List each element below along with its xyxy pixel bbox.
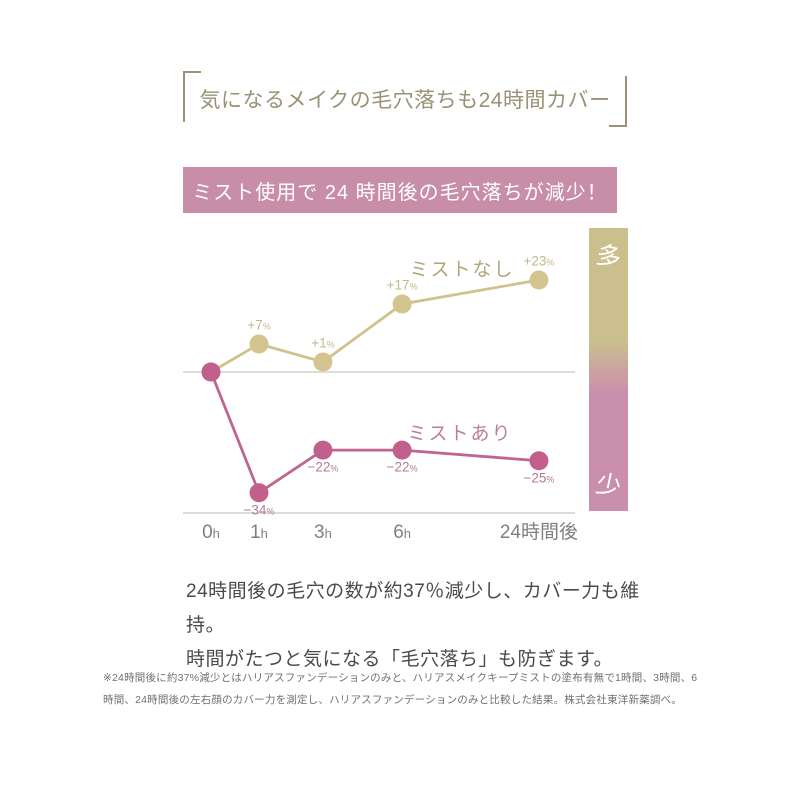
data-point-dot: [201, 362, 221, 382]
hour-unit: h: [324, 526, 332, 541]
hour-unit: h: [260, 526, 268, 541]
hour-unit: h: [403, 526, 412, 541]
line-chart: +7% +1% +17% +23% ミストなし −34% −22% −22% −25% ミストあり: [183, 230, 575, 518]
point-value-label: +7%: [247, 317, 271, 333]
amount-scale-bar: 多 少: [589, 228, 628, 511]
percent-sign: %: [546, 474, 555, 485]
x-axis-label: 1h: [250, 522, 268, 543]
percent-sign: %: [326, 339, 335, 350]
data-point-dot: [249, 483, 269, 503]
result-summary: 24時間後の毛穴の数が約37％減少し、カバー力も維持。 時間がたつと気になる「毛…: [186, 575, 646, 677]
point-value-label: +17%: [386, 277, 418, 293]
series-name-label: ミストなし: [409, 259, 515, 281]
data-point-dot: [529, 451, 549, 471]
bracket-top-left-icon: [183, 71, 201, 122]
page-title: 気になるメイクの毛穴落ちも24時間カバー: [199, 89, 611, 112]
percent-sign: %: [409, 463, 418, 474]
data-point-dot: [392, 440, 412, 460]
data-point-dot: [392, 294, 412, 314]
banner-headline: ミスト使用で 24 時間後の毛穴落ちが減少！: [183, 167, 617, 213]
point-value-label: −22%: [307, 459, 339, 475]
x-axis-label: 0h: [202, 522, 220, 543]
bracket-bottom-right-icon: [609, 76, 627, 127]
series-name-label: ミストあり: [407, 423, 513, 445]
percent-sign: %: [409, 281, 418, 292]
scale-low-label: 少: [592, 469, 624, 503]
result-line-2: 時間がたつと気になる「毛穴落ち」も防ぎます。: [186, 649, 614, 670]
data-point-dot: [313, 352, 333, 372]
percent-sign: %: [546, 257, 555, 268]
point-value-label: −25%: [523, 470, 555, 486]
data-point-dot: [529, 270, 549, 290]
data-point-dot: [313, 440, 333, 460]
footnote: ※24時間後に約37%減少とはハリアスファンデーションのみと、ハリアスメイクキー…: [103, 672, 698, 706]
data-point-dot: [249, 334, 269, 354]
point-value-label: +1%: [311, 335, 335, 351]
x-axis-label: 6h: [393, 522, 412, 543]
x-axis-label: 3h: [314, 522, 332, 543]
point-value-label: −34%: [243, 502, 275, 518]
x-axis-label: 24時間後: [499, 522, 578, 543]
point-value-label: +23%: [523, 253, 555, 269]
point-value-label: −22%: [386, 459, 418, 475]
chart-svg: [183, 270, 575, 514]
title-block: 気になるメイクの毛穴落ちも24時間カバー: [183, 71, 627, 127]
x-axis-labels: 0h 1h 3h 6h 24時間後: [183, 520, 578, 548]
hour-unit: h: [212, 526, 220, 541]
result-line-1: 24時間後の毛穴の数が約37％減少し、カバー力も維持。: [186, 581, 640, 636]
percent-sign: %: [262, 321, 271, 332]
percent-sign: %: [330, 463, 339, 474]
scale-high-label: 多: [592, 240, 624, 274]
percent-sign: %: [266, 506, 275, 517]
